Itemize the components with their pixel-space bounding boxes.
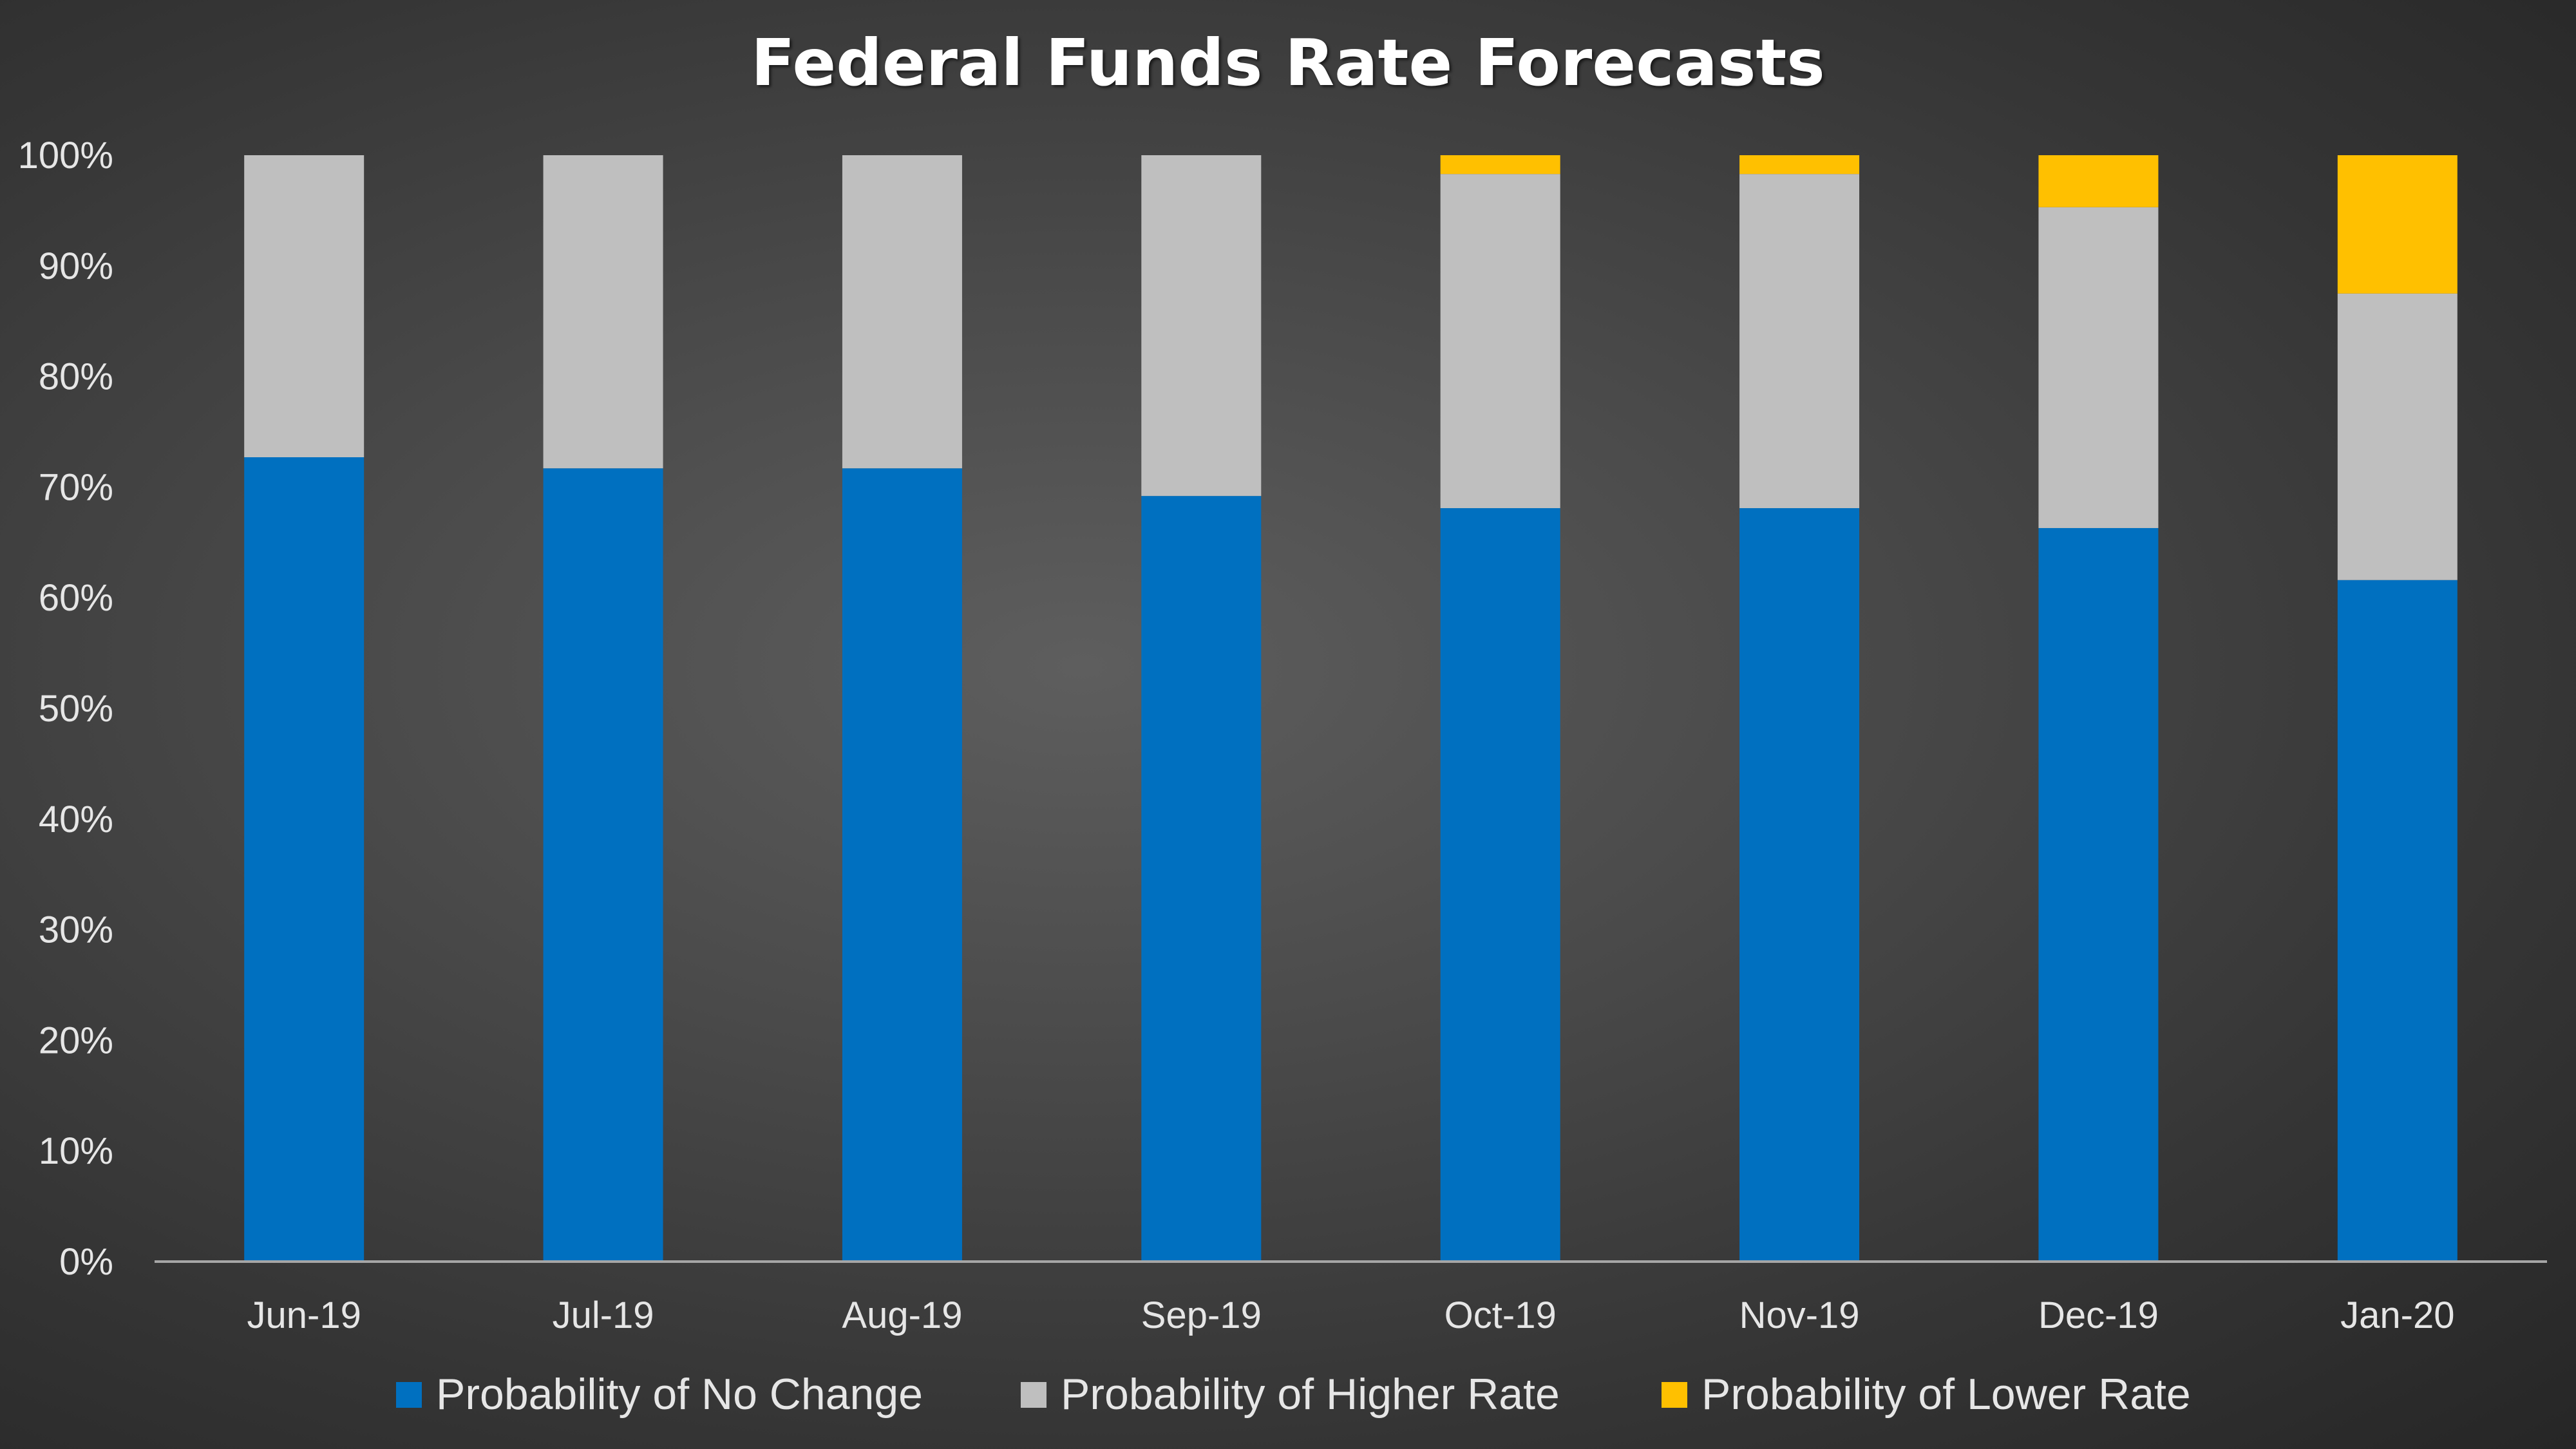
y-tick-label: 30% bbox=[39, 909, 113, 951]
bar-segment-lower-rate bbox=[1739, 155, 1860, 175]
legend-swatch bbox=[1662, 1382, 1687, 1408]
bar-segment-higher-rate bbox=[244, 155, 365, 458]
bar-segment-lower-rate bbox=[1440, 155, 1560, 175]
legend-label: Probability of Lower Rate bbox=[1701, 1370, 2191, 1419]
x-tick-label: Nov-19 bbox=[1739, 1294, 1860, 1336]
bar-segment-no-change bbox=[244, 457, 365, 1262]
y-tick-label: 70% bbox=[39, 466, 113, 508]
y-tick-label: 90% bbox=[39, 245, 113, 287]
bar-segment-higher-rate bbox=[1440, 174, 1560, 509]
bar-segment-higher-rate bbox=[543, 155, 663, 469]
legend-label: Probability of No Change bbox=[436, 1370, 923, 1419]
y-tick-label: 0% bbox=[59, 1241, 113, 1283]
chart-title: Federal Funds Rate Forecasts bbox=[751, 25, 1825, 100]
legend-swatch bbox=[1021, 1382, 1046, 1408]
bar-segment-lower-rate bbox=[2038, 155, 2159, 207]
x-tick-label: Jul-19 bbox=[553, 1294, 654, 1336]
x-tick-label: Jan-20 bbox=[2340, 1294, 2454, 1336]
y-tick-label: 10% bbox=[39, 1130, 113, 1172]
bar-segment-higher-rate bbox=[842, 155, 962, 469]
y-tick-label: 50% bbox=[39, 688, 113, 730]
y-tick-label: 80% bbox=[39, 356, 113, 398]
bar-segment-no-change bbox=[2038, 527, 2159, 1262]
bar-segment-higher-rate bbox=[1141, 155, 1262, 497]
x-axis-ticks: Jun-19 Jul-19 Aug-19 Sep-19 Oct-19 Nov-19 Dec-… bbox=[247, 1294, 2455, 1336]
x-tick-label: Aug-19 bbox=[842, 1294, 962, 1336]
bar-segment-no-change bbox=[2337, 580, 2458, 1262]
bar-segment-higher-rate bbox=[1739, 174, 1860, 509]
bar-segment-no-change bbox=[1739, 508, 1860, 1262]
y-tick-label: 100% bbox=[18, 135, 113, 176]
bar-segment-lower-rate bbox=[2337, 155, 2458, 294]
legend-label: Probability of Higher Rate bbox=[1061, 1370, 1560, 1419]
bar-segment-higher-rate bbox=[2337, 293, 2458, 580]
x-tick-label: Sep-19 bbox=[1141, 1294, 1262, 1336]
bar-segment-no-change bbox=[1440, 508, 1560, 1262]
bar-segment-higher-rate bbox=[2038, 207, 2159, 528]
x-tick-label: Jun-19 bbox=[247, 1294, 361, 1336]
x-tick-label: Oct-19 bbox=[1444, 1294, 1557, 1336]
bar-segment-no-change bbox=[842, 468, 962, 1262]
legend: Probability of No Change Probability of H… bbox=[396, 1370, 2191, 1419]
y-axis-ticks: 0% 10% 20% 30% 40% 50% 60% 70% 80% 90% 100% bbox=[18, 135, 113, 1283]
bars bbox=[244, 155, 2458, 1262]
y-tick-label: 20% bbox=[39, 1019, 113, 1061]
y-tick-label: 60% bbox=[39, 577, 113, 619]
bar-segment-no-change bbox=[1141, 496, 1262, 1262]
y-tick-label: 40% bbox=[39, 799, 113, 840]
x-tick-label: Dec-19 bbox=[2038, 1294, 2159, 1336]
legend-swatch bbox=[396, 1382, 422, 1408]
bar-segment-no-change bbox=[543, 468, 663, 1262]
